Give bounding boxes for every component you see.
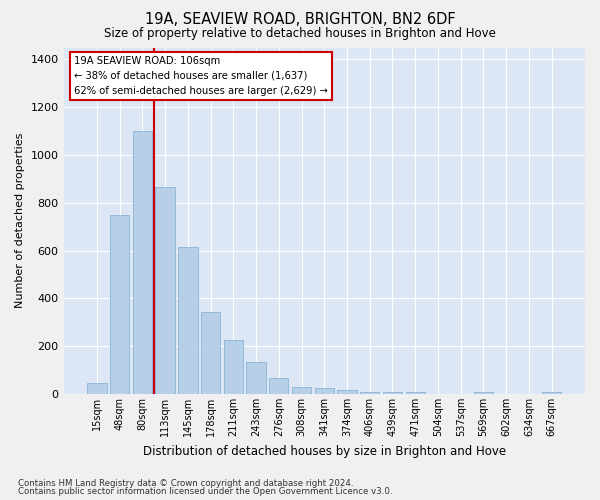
- Text: Contains public sector information licensed under the Open Government Licence v3: Contains public sector information licen…: [18, 487, 392, 496]
- Bar: [155, 188, 175, 394]
- Text: 19A SEAVIEW ROAD: 106sqm
← 38% of detached houses are smaller (1,637)
62% of sem: 19A SEAVIEW ROAD: 106sqm ← 38% of detach…: [74, 56, 328, 96]
- Bar: [360, 392, 379, 394]
- X-axis label: Distribution of detached houses by size in Brighton and Hove: Distribution of detached houses by size …: [143, 444, 506, 458]
- Bar: [201, 312, 220, 394]
- Bar: [178, 247, 197, 394]
- Bar: [474, 392, 493, 394]
- Text: Contains HM Land Registry data © Crown copyright and database right 2024.: Contains HM Land Registry data © Crown c…: [18, 478, 353, 488]
- Bar: [292, 387, 311, 394]
- Y-axis label: Number of detached properties: Number of detached properties: [15, 133, 25, 308]
- Bar: [314, 388, 334, 394]
- Text: 19A, SEAVIEW ROAD, BRIGHTON, BN2 6DF: 19A, SEAVIEW ROAD, BRIGHTON, BN2 6DF: [145, 12, 455, 28]
- Bar: [133, 131, 152, 394]
- Bar: [269, 378, 289, 394]
- Text: Size of property relative to detached houses in Brighton and Hove: Size of property relative to detached ho…: [104, 28, 496, 40]
- Bar: [337, 390, 356, 394]
- Bar: [247, 362, 266, 394]
- Bar: [406, 392, 425, 394]
- Bar: [224, 340, 243, 394]
- Bar: [87, 382, 107, 394]
- Bar: [542, 392, 561, 394]
- Bar: [110, 215, 130, 394]
- Bar: [383, 392, 402, 394]
